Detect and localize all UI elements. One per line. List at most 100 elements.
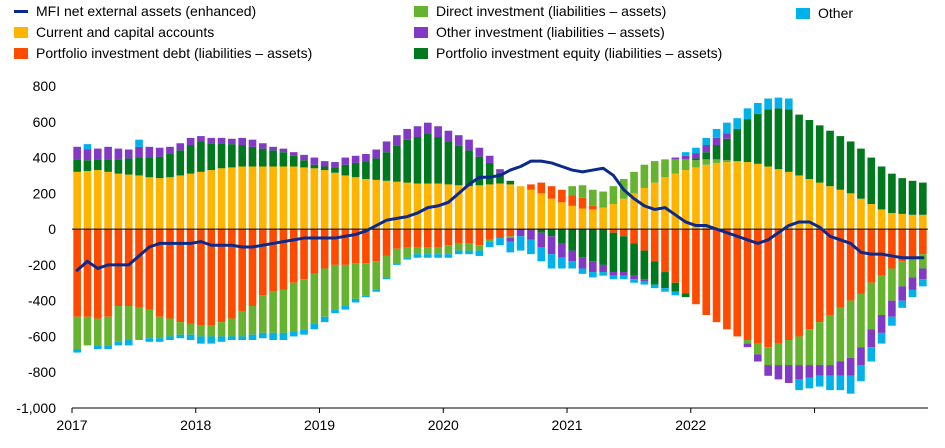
bar-segment xyxy=(609,275,618,280)
y-tick-label: -1,000 xyxy=(16,400,56,416)
bar-segment xyxy=(506,184,515,230)
bar-segment xyxy=(815,229,824,323)
bar-segment xyxy=(692,147,700,154)
bar-segment xyxy=(723,133,731,139)
bar-segment xyxy=(723,160,731,163)
bar-segment xyxy=(754,102,762,114)
bar-segment xyxy=(465,229,473,244)
bar-segment xyxy=(754,229,762,344)
bar-segment xyxy=(630,279,638,283)
bar-segment xyxy=(207,229,216,326)
bar-segment xyxy=(888,173,896,214)
bar-segment xyxy=(166,318,174,337)
bar-segment xyxy=(857,365,865,382)
bar-segment xyxy=(238,311,246,337)
bar-segment xyxy=(300,154,308,161)
bar-segment xyxy=(217,336,226,342)
bar-segment xyxy=(506,238,515,242)
bar-segment xyxy=(578,208,587,230)
bar-segment xyxy=(320,170,329,230)
bar-segment xyxy=(423,254,432,258)
bar-segment xyxy=(114,229,123,307)
bar-segment xyxy=(733,128,742,162)
bar-segment xyxy=(444,130,453,142)
bar-segment xyxy=(186,173,195,230)
bar-segment xyxy=(372,229,381,262)
chart-legend: MFI net external assets (enhanced) Curre… xyxy=(0,0,945,70)
bar-segment xyxy=(166,336,174,341)
bar-segment xyxy=(454,229,463,244)
bar-segment xyxy=(341,306,350,310)
bar-segment xyxy=(723,138,731,161)
bar-segment xyxy=(764,166,772,230)
bar-segment xyxy=(784,365,793,383)
bar-segment xyxy=(382,277,391,280)
x-tick-label: 2017 xyxy=(56,417,87,433)
bar-segment xyxy=(599,264,607,273)
bar-segment xyxy=(661,177,669,230)
legend-swatch-portfolio-debt xyxy=(14,47,28,59)
bar-segment xyxy=(496,238,504,246)
bar-segment xyxy=(93,170,102,230)
bar-segment xyxy=(135,139,143,147)
bar-segment xyxy=(382,152,391,181)
bar-segment xyxy=(527,239,535,255)
bar-segment xyxy=(846,229,855,301)
bar-segment xyxy=(908,180,917,215)
bar-segment xyxy=(589,272,597,278)
bar-segment xyxy=(423,229,432,247)
bar-segment xyxy=(248,334,257,341)
bar-segment xyxy=(454,250,463,255)
bar-segment xyxy=(124,149,133,159)
bar-segment xyxy=(341,229,350,265)
bar-segment xyxy=(310,164,319,169)
bar-segment xyxy=(197,336,205,344)
bar-segment xyxy=(155,316,164,339)
bar-segment xyxy=(558,189,566,203)
bar-segment xyxy=(650,261,659,285)
bar-segment xyxy=(919,279,927,287)
bar-segment xyxy=(104,146,112,160)
legend-swatch-mfi xyxy=(14,9,28,13)
bar-segment xyxy=(558,257,566,269)
bar-segment xyxy=(331,162,339,168)
bar-segment xyxy=(805,329,814,366)
legend-swatch-direct-investment xyxy=(414,5,428,17)
bar-segment xyxy=(857,148,865,199)
bar-segment xyxy=(434,229,442,247)
bar-segment xyxy=(640,229,649,251)
bar-segment xyxy=(743,119,752,163)
bar-segment xyxy=(650,229,659,262)
bar-segment xyxy=(465,250,473,255)
bar-segment xyxy=(124,229,133,307)
x-tick-label: 2021 xyxy=(551,417,582,433)
bar-segment xyxy=(372,261,381,290)
bar-segment xyxy=(630,193,638,230)
bar-segment xyxy=(393,263,401,265)
bar-segment xyxy=(908,257,917,278)
bar-segment xyxy=(702,164,711,230)
bar-segment xyxy=(650,161,659,183)
bar-segment xyxy=(898,213,907,230)
bar-segment xyxy=(743,162,752,230)
bar-segment xyxy=(774,343,783,366)
bar-segment xyxy=(578,229,587,258)
bar-segment xyxy=(454,135,463,146)
bar-segment xyxy=(723,162,731,230)
bar-segment xyxy=(836,229,845,308)
bar-segment xyxy=(454,243,463,251)
bar-segment xyxy=(104,316,112,346)
bar-segment xyxy=(351,177,360,230)
bar-segment xyxy=(176,175,185,230)
bar-segment xyxy=(248,306,257,335)
bar-segment xyxy=(877,166,886,210)
bar-segment xyxy=(454,185,463,230)
bar-segment xyxy=(568,186,577,196)
bar-segment xyxy=(589,229,597,262)
bar-segment xyxy=(919,214,927,230)
bar-segment xyxy=(867,229,876,283)
bar-segment xyxy=(609,272,618,276)
bar-segment xyxy=(300,229,308,280)
bar-segment xyxy=(589,205,597,210)
bar-segment xyxy=(186,137,195,146)
